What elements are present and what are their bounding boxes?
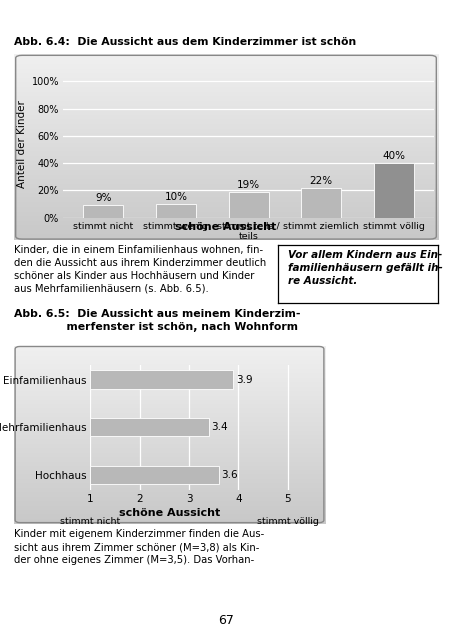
Text: Kinder, die in einem Einfamilienhaus wohnen, fin-
den die Aussicht aus ihrem Kin: Kinder, die in einem Einfamilienhaus woh… [14,245,265,294]
Bar [90,371,233,388]
Bar [301,188,341,218]
Text: schöne Aussicht: schöne Aussicht [119,508,220,518]
Text: stimmt völlig: stimmt völlig [256,517,318,526]
Bar [373,163,413,218]
Text: 67: 67 [217,614,234,627]
Bar [228,192,268,218]
Text: schöne Aussicht: schöne Aussicht [175,221,276,232]
Text: Kinder mit eigenem Kinderzimmer finden die Aus-
sicht aus ihrem Zimmer schöner (: Kinder mit eigenem Kinderzimmer finden d… [14,529,263,565]
Bar [90,418,208,436]
Text: 22%: 22% [309,175,332,186]
Text: stimmt nicht: stimmt nicht [60,517,120,526]
Text: Abb. 6.4:  Die Aussicht aus dem Kinderzimmer ist schön: Abb. 6.4: Die Aussicht aus dem Kinderzim… [14,36,355,47]
Text: 10%: 10% [164,192,187,202]
Text: 40%: 40% [382,151,405,161]
Bar [156,204,195,218]
Text: 19%: 19% [236,180,260,189]
Text: 3.9: 3.9 [235,374,252,385]
Y-axis label: Anteil der Kinder: Anteil der Kinder [18,100,28,188]
Text: 9%: 9% [95,193,111,204]
Text: 3.6: 3.6 [221,470,237,480]
Text: 3.4: 3.4 [211,422,227,432]
Bar [90,466,218,484]
Text: Abb. 6.5:  Die Aussicht aus meinem Kinderzim-
              merfenster ist schön: Abb. 6.5: Die Aussicht aus meinem Kinder… [14,309,299,332]
Bar [83,205,123,218]
Text: Vor allem Kindern aus Ein-
familienhäusern gefällt ih-
re Aussicht.: Vor allem Kindern aus Ein- familienhäuse… [287,250,442,286]
